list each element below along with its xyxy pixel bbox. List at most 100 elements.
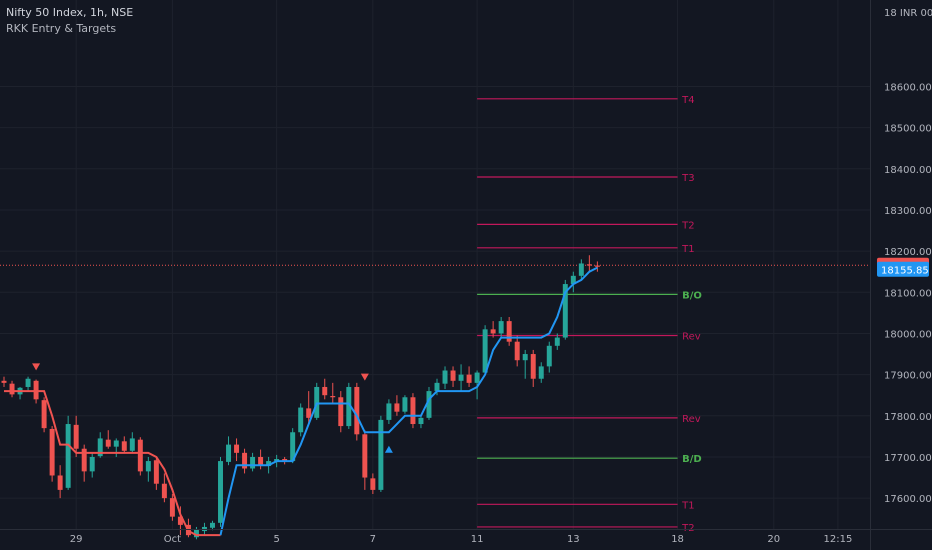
trailing-stop-down xyxy=(4,390,221,537)
candle-body xyxy=(538,366,544,379)
y-tick-label: 17800.00 xyxy=(884,412,932,423)
candle-body xyxy=(322,386,328,396)
candle-body xyxy=(314,386,320,418)
y-tick-label: 18600.00 xyxy=(884,82,932,93)
candle-body xyxy=(362,434,368,478)
candle-body xyxy=(594,265,600,267)
buy-signal-marker xyxy=(384,445,393,453)
level-label: T1 xyxy=(681,500,694,511)
candle-body xyxy=(514,341,520,361)
x-tick-label: 20 xyxy=(767,534,780,545)
candle-body xyxy=(73,424,79,449)
candle-body xyxy=(290,432,296,462)
candle-body xyxy=(81,448,87,472)
candle-body xyxy=(89,456,95,472)
candle-body xyxy=(298,407,304,433)
trail-value-label-text: 18155.85 xyxy=(881,265,929,276)
candle-body xyxy=(274,459,280,462)
y-axis-top-label: 18 INR 00 xyxy=(884,8,932,19)
candle-body xyxy=(121,441,127,451)
candle-body xyxy=(193,529,199,538)
candle-body xyxy=(338,397,344,427)
y-tick-label: 18000.00 xyxy=(884,329,932,340)
candle-body xyxy=(506,321,512,342)
candles xyxy=(1,255,600,540)
candle-body xyxy=(306,408,312,418)
candle-body xyxy=(57,475,63,490)
candle-body xyxy=(9,383,15,395)
sell-signal-marker xyxy=(32,363,41,371)
candle-body xyxy=(370,478,376,490)
trailing-stop-up xyxy=(219,266,598,536)
level-label: T3 xyxy=(681,173,694,184)
level-label: T1 xyxy=(681,244,694,255)
candle-body xyxy=(210,522,215,528)
level-label: T2 xyxy=(681,523,694,534)
x-tick-label: 29 xyxy=(70,534,83,545)
candle-body xyxy=(218,461,223,523)
trailing-stop-line xyxy=(4,266,598,537)
candle-body xyxy=(394,403,400,412)
candle-body xyxy=(145,461,151,472)
y-tick-label: 17900.00 xyxy=(884,371,932,382)
candle-body xyxy=(562,284,568,338)
candle-body xyxy=(402,397,408,412)
candle-body xyxy=(386,403,392,420)
candle-body xyxy=(482,329,488,373)
candle-body xyxy=(25,378,31,387)
candle-body xyxy=(137,439,143,472)
candle-body xyxy=(258,456,264,467)
level-label: Rev xyxy=(682,332,701,343)
candle-body xyxy=(65,424,71,488)
candle-body xyxy=(530,354,536,379)
x-tick-label: 12:15 xyxy=(824,534,853,545)
candle-body xyxy=(426,391,432,418)
x-tick-label: 5 xyxy=(273,534,279,545)
candle-body xyxy=(33,380,39,400)
candle-body xyxy=(578,263,584,276)
candle-body xyxy=(161,483,167,499)
x-tick-label: 7 xyxy=(370,534,376,545)
level-label: T4 xyxy=(681,95,694,106)
candle-body xyxy=(346,386,352,427)
candle-body xyxy=(113,440,119,447)
candle-body xyxy=(234,444,240,453)
candle-body xyxy=(450,370,456,381)
candle-body xyxy=(570,275,576,285)
sell-signal-marker xyxy=(360,373,369,381)
candle-body xyxy=(1,380,7,383)
signal-markers xyxy=(32,363,393,453)
candle-body xyxy=(266,461,272,467)
candle-body xyxy=(97,438,103,457)
y-tick-label: 18200.00 xyxy=(884,247,932,258)
candle-body xyxy=(498,321,504,334)
candle-body xyxy=(129,438,135,451)
chart-legend: Nifty 50 Index, 1h, NSE RKK Entry & Targ… xyxy=(6,5,133,37)
level-label: T2 xyxy=(681,220,694,231)
x-tick-label: 11 xyxy=(471,534,484,545)
candle-body xyxy=(282,459,288,462)
x-tick-label: 13 xyxy=(567,534,580,545)
candle-body xyxy=(153,460,159,484)
symbol-title[interactable]: Nifty 50 Index, 1h, NSE xyxy=(6,6,134,19)
candle-body xyxy=(410,397,416,425)
indicator-name[interactable]: RKK Entry & Targets xyxy=(6,22,117,35)
candle-body xyxy=(330,396,336,398)
candle-body xyxy=(41,400,47,429)
y-tick-label: 18300.00 xyxy=(884,206,932,217)
candle-body xyxy=(177,516,183,525)
candle-body xyxy=(474,372,480,383)
level-label: B/O xyxy=(682,290,702,301)
y-tick-label: 17700.00 xyxy=(884,453,932,464)
candle-body xyxy=(546,345,552,367)
candle-body xyxy=(458,374,464,381)
candle-body xyxy=(354,386,360,435)
candle-body xyxy=(250,456,256,469)
candle-body xyxy=(105,439,111,447)
level-label: B/D xyxy=(682,454,702,465)
target-levels: T4 T3 T2 T1 B/O Rev Rev B/D T1 T2 xyxy=(0,95,870,534)
candle-body xyxy=(226,444,232,462)
